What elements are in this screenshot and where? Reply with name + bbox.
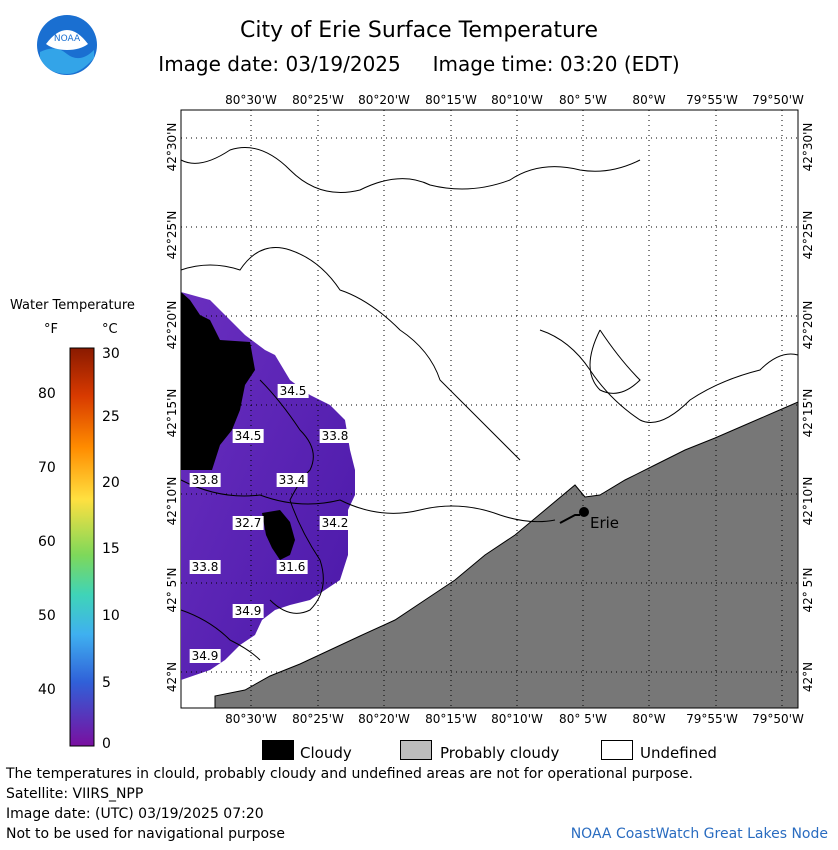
lon-label: 80°20'W (358, 712, 410, 726)
lon-label: 80°10'W (491, 712, 543, 726)
legend-tick-c: 30 (102, 346, 120, 362)
temperature-label: 33.4 (276, 473, 308, 487)
legend-tick-f: 50 (38, 608, 56, 624)
lat-label: 42°15'N (165, 388, 179, 438)
footer-image-date: Image date: (UTC) 03/19/2025 07:20 (6, 806, 264, 822)
map-title: City of Erie Surface Temperature (239, 18, 599, 43)
contour-lines (180, 147, 799, 661)
lat-label: 42°20'N (165, 300, 179, 350)
lon-label: 79°50'W (752, 93, 804, 107)
lat-label: 42°25'N (165, 210, 179, 260)
lon-label: 80°30'W (225, 93, 277, 107)
legend-unit-f: °F (44, 322, 58, 337)
image-date: Image date: 03/19/2025 (158, 52, 401, 76)
lon-label: 80°10'W (491, 93, 543, 107)
probably-cloudy-label: Probably cloudy (440, 744, 560, 762)
temperature-label: 32.7 (232, 516, 264, 530)
lat-label: 42°15'N (801, 388, 815, 438)
image-datetime: Image date: 03/19/2025 Image time: 03:20… (0, 52, 838, 76)
footer-disclaimer: The temperatures in clould, probably clo… (6, 766, 693, 782)
undefined-label: Undefined (640, 744, 717, 762)
legend-tick-c: 25 (102, 409, 120, 425)
lat-label: 42°10'N (165, 476, 179, 526)
lat-label: 42°10'N (801, 476, 815, 526)
cloud-area (181, 292, 255, 470)
temperature-label: 34.9 (232, 604, 264, 618)
legend-tick-f: 60 (38, 534, 56, 550)
erie-coast-marker (559, 514, 580, 524)
footer-credit: NOAA CoastWatch Great Lakes Node (570, 826, 828, 842)
legend-tick-c: 15 (102, 541, 120, 557)
temperature-label: 34.2 (319, 516, 351, 530)
undefined-swatch (601, 740, 633, 760)
lon-label: 80°15'W (425, 712, 477, 726)
lon-label: 80°15'W (425, 93, 477, 107)
logo-text: NOAA (54, 34, 81, 44)
land-area (214, 401, 799, 709)
cloudy-swatch (262, 740, 294, 760)
temperature-label: 33.8 (189, 473, 221, 487)
legend-tick-c: 5 (102, 675, 111, 691)
lon-label: 80°25'W (292, 712, 344, 726)
lat-label: 42°N (801, 661, 815, 693)
legend-tick-c: 10 (102, 608, 120, 624)
lon-label: 79°50'W (752, 712, 804, 726)
lon-label: 80°30'W (225, 712, 277, 726)
lat-label: 42°N (165, 661, 179, 693)
temperature-label: 34.5 (232, 429, 264, 443)
temperature-label: 31.6 (276, 560, 308, 574)
noaa-logo: NOAA (36, 14, 98, 76)
lon-label: 79°55'W (686, 712, 738, 726)
legend-unit-c: °C (102, 322, 118, 337)
lon-label: 80°W (632, 712, 666, 726)
probably-cloudy-swatch (400, 740, 432, 760)
lon-label: 80° 5'W (559, 93, 607, 107)
temperature-label: 34.9 (189, 649, 221, 663)
cloudy-label: Cloudy (300, 744, 352, 762)
temperature-label: 34.5 (277, 384, 309, 398)
temperature-label: 33.8 (319, 429, 351, 443)
legend-tick-c: 20 (102, 475, 120, 491)
lat-label: 42°25'N (801, 210, 815, 260)
legend-tick-f: 80 (38, 386, 56, 402)
temperature-label: 33.8 (189, 560, 221, 574)
lat-label: 42°30'N (801, 122, 815, 172)
cloud-area (262, 510, 295, 560)
erie-city-label: Erie (590, 514, 619, 532)
legend-title: Water Temperature (10, 298, 135, 313)
lat-label: 42°30'N (165, 122, 179, 172)
lon-label: 80° 5'W (559, 712, 607, 726)
legend-tick-f: 70 (38, 460, 56, 476)
lon-label: 80°W (632, 93, 666, 107)
footer-satellite: Satellite: VIIRS_NPP (6, 786, 144, 802)
lat-label: 42° 5'N (165, 567, 179, 613)
erie-city-marker[interactable] (579, 507, 589, 517)
lon-label: 79°55'W (686, 93, 738, 107)
lat-label: 42° 5'N (801, 567, 815, 613)
temperature-color-bar (69, 347, 95, 747)
footer-navigation-warning: Not to be used for navigational purpose (6, 826, 285, 842)
lon-label: 80°25'W (292, 93, 344, 107)
legend-tick-f: 40 (38, 682, 56, 698)
legend-tick-c: 0 (102, 736, 111, 752)
image-time: Image time: 03:20 (EDT) (432, 52, 680, 76)
lon-label: 80°20'W (358, 93, 410, 107)
lat-label: 42°20'N (801, 300, 815, 350)
